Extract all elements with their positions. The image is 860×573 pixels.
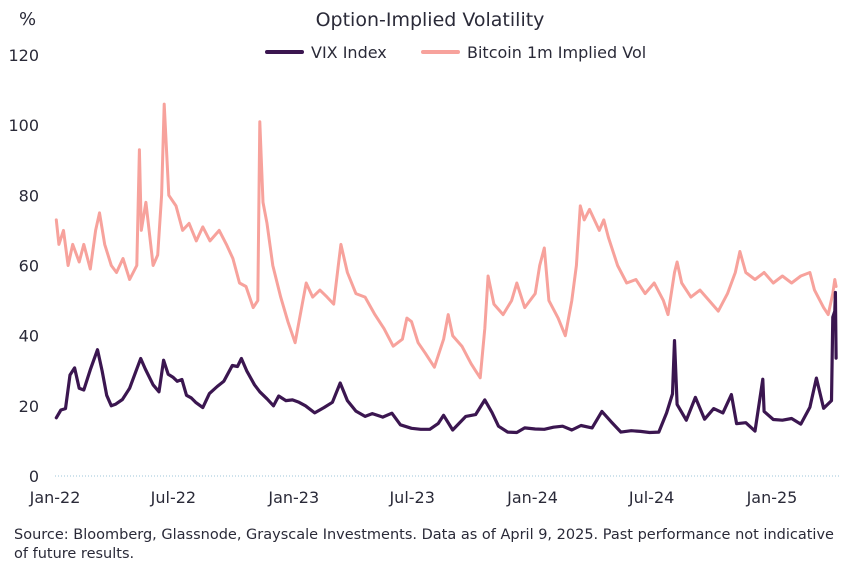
x-tick-label: Jan-22 [29,488,81,507]
legend-label-vix: VIX Index [311,43,387,62]
x-tick-label: Jan-23 [267,488,319,507]
y-axis-unit: % [19,9,36,30]
y-tick-label: 0 [29,467,39,486]
series-line-bitcoin-implied-vol [54,102,838,380]
series-line-vix-index [54,290,838,435]
x-axis-ticks: Jan-22 Jul-22 Jan-23 Jul-23 Jan-24 Jul-24 Jan-… [29,488,798,507]
x-tick-label: Jul-22 [150,488,196,507]
y-tick-label: 40 [19,327,39,346]
legend: VIX Index Bitcoin 1m Implied Vol [265,43,646,62]
y-tick-label: 100 [8,116,39,135]
y-axis-ticks: 0 20 40 60 80 100 120 [8,46,39,486]
series-layer [54,102,838,435]
y-tick-label: 60 [19,257,39,276]
y-tick-label: 80 [19,186,39,205]
x-tick-label: Jul-24 [628,488,674,507]
x-tick-label: Jan-25 [746,488,798,507]
legend-label-bitcoin: Bitcoin 1m Implied Vol [467,43,646,62]
chart-title: Option-Implied Volatility [316,9,545,31]
x-tick-label: Jul-23 [388,488,434,507]
source-note: Source: Bloomberg, Glassnode, Grayscale … [14,527,834,562]
y-tick-label: 20 [19,397,39,416]
x-tick-label: Jan-24 [506,488,558,507]
y-tick-label: 120 [8,46,39,65]
